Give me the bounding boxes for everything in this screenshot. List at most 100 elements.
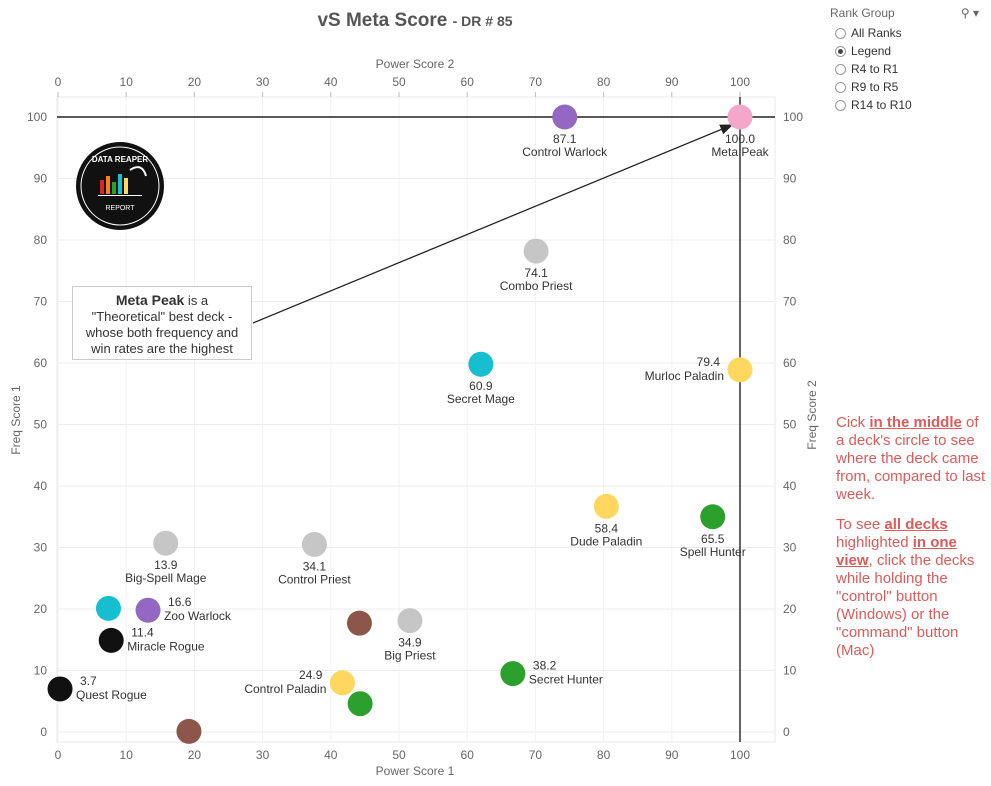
- data-point-18[interactable]: [176, 718, 202, 744]
- x-tick-label-top: 90: [665, 75, 679, 89]
- point-value-label: 60.9: [469, 379, 493, 393]
- data-point-0[interactable]: [552, 104, 578, 130]
- scatter-chart: 0010102020303040405050606070708080909010…: [9, 57, 819, 778]
- y-axis-title-left: Freq Score 1: [9, 385, 23, 455]
- instr-text: To see: [836, 516, 885, 533]
- point-value-label: 87.1: [553, 132, 577, 146]
- annotation-line2: "Theoretical" best deck -: [91, 309, 233, 324]
- instr-emphasis: in the middle: [869, 414, 962, 431]
- rank-group-filter: Rank Group ⚲ ▾ All Ranks Legend R4 to R1 R9…: [830, 6, 985, 114]
- point-value-label: 34.1: [303, 559, 327, 573]
- instr-emphasis: in one view: [836, 534, 957, 569]
- x-tick-label-top: 80: [597, 75, 611, 89]
- point-value-label: 74.1: [524, 266, 548, 280]
- point-value-label: 65.5: [701, 532, 725, 546]
- data-point-14[interactable]: [47, 676, 73, 702]
- filter-option-label: Legend: [851, 44, 892, 58]
- logo-graphic: DATA REAPER REPORT: [76, 142, 164, 230]
- instruction-paragraph-1: Cick in the middle of a deck's circle to…: [836, 414, 986, 504]
- point-name-label: Miracle Rogue: [127, 639, 205, 653]
- point-name-label: Control Warlock: [522, 145, 608, 159]
- y-axis-title-right: Freq Score 2: [805, 380, 819, 450]
- radio-button[interactable]: [835, 27, 846, 39]
- point-value-label: 100.0: [725, 132, 755, 146]
- x-tick-label-bottom: 40: [324, 748, 338, 762]
- point-value-label: 16.6: [168, 595, 192, 609]
- instruction-paragraph-2: To see all decks highlighted in one view…: [836, 516, 986, 660]
- search-icon[interactable]: ⚲: [960, 6, 970, 20]
- filter-option-0[interactable]: All Ranks: [830, 24, 985, 42]
- radio-button[interactable]: [835, 81, 846, 93]
- gridlines: [56, 92, 776, 743]
- filter-option-4[interactable]: R14 to R10: [830, 96, 985, 114]
- instructions-note: Cick in the middle of a deck's circle to…: [836, 414, 986, 672]
- filter-option-label: R14 to R10: [851, 98, 912, 112]
- x-tick-label-top: 100: [730, 75, 750, 89]
- data-point-17[interactable]: [500, 661, 526, 687]
- filter-option-3[interactable]: R9 to R5: [830, 78, 985, 96]
- dropdown-arrow-icon[interactable]: ▾: [972, 6, 979, 20]
- data-point-10[interactable]: [135, 597, 161, 623]
- data-point-13[interactable]: [397, 608, 423, 634]
- y-tick-label-right: 10: [783, 664, 797, 678]
- annotation-bold: Meta Peak: [115, 292, 185, 308]
- point-value-label: 24.9: [299, 668, 323, 682]
- radio-button[interactable]: [835, 99, 846, 111]
- point-value-label: 11.4: [131, 625, 154, 639]
- y-tick-label-left: 20: [34, 602, 48, 616]
- x-tick-label-top: 0: [55, 75, 62, 89]
- filter-option-label: R9 to R5: [851, 80, 899, 94]
- svg-text:DATA REAPER: DATA REAPER: [92, 155, 149, 164]
- x-tick-label-bottom: 70: [529, 748, 543, 762]
- point-name-label: Combo Priest: [500, 279, 573, 293]
- y-tick-label-left: 100: [27, 110, 47, 124]
- x-tick-label-bottom: 20: [188, 748, 202, 762]
- filter-tools: ⚲ ▾: [961, 6, 979, 20]
- data-points[interactable]: [47, 104, 753, 744]
- data-point-9[interactable]: [95, 595, 121, 621]
- radio-button[interactable]: [835, 63, 846, 75]
- y-tick-label-right: 30: [783, 541, 797, 555]
- data-point-1[interactable]: [727, 104, 753, 130]
- annotation-arrow-line: [252, 124, 734, 324]
- radio-button[interactable]: [835, 45, 846, 57]
- annotation-line4: win rates are the highest: [91, 341, 233, 356]
- y-tick-label-right: 40: [783, 479, 797, 493]
- data-point-7[interactable]: [153, 530, 179, 556]
- x-tick-label-top: 70: [529, 75, 543, 89]
- chart-title-sub: - DR # 85: [452, 13, 513, 29]
- point-name-label: Big-Spell Mage: [125, 571, 207, 585]
- point-name-label: Dude Paladin: [570, 534, 642, 548]
- reference-lines: [57, 97, 775, 742]
- x-tick-label-bottom: 100: [730, 748, 750, 762]
- data-point-4[interactable]: [727, 357, 753, 383]
- y-tick-label-right: 60: [783, 356, 797, 370]
- filter-option-1[interactable]: Legend: [830, 42, 985, 60]
- x-tick-label-top: 60: [461, 75, 475, 89]
- data-point-8[interactable]: [301, 531, 327, 557]
- y-tick-label-right: 20: [783, 602, 797, 616]
- x-tick-label-bottom: 10: [120, 748, 134, 762]
- y-tick-label-right: 100: [783, 110, 803, 124]
- annotation-line1: is a: [184, 293, 209, 308]
- data-point-6[interactable]: [700, 504, 726, 530]
- data-point-11[interactable]: [98, 627, 124, 653]
- point-name-label: Zoo Warlock: [164, 609, 232, 623]
- y-tick-label-left: 0: [40, 725, 47, 739]
- data-point-5[interactable]: [593, 493, 619, 519]
- point-name-label: Quest Rogue: [76, 688, 147, 702]
- filter-options: All Ranks Legend R4 to R1 R9 to R5 R14 to R1…: [830, 24, 985, 114]
- data-point-2[interactable]: [523, 238, 549, 264]
- data-point-16[interactable]: [347, 691, 373, 717]
- annotation-line3: whose both frequency and: [85, 325, 239, 340]
- filter-option-2[interactable]: R4 to R1: [830, 60, 985, 78]
- y-tick-label-left: 10: [34, 664, 48, 678]
- data-point-12[interactable]: [346, 610, 372, 636]
- x-tick-label-top: 10: [120, 75, 134, 89]
- data-point-15[interactable]: [329, 670, 355, 696]
- point-value-label: 34.9: [398, 636, 422, 650]
- filter-option-label: All Ranks: [851, 26, 902, 40]
- data-point-3[interactable]: [468, 351, 494, 377]
- y-tick-label-right: 50: [783, 418, 797, 432]
